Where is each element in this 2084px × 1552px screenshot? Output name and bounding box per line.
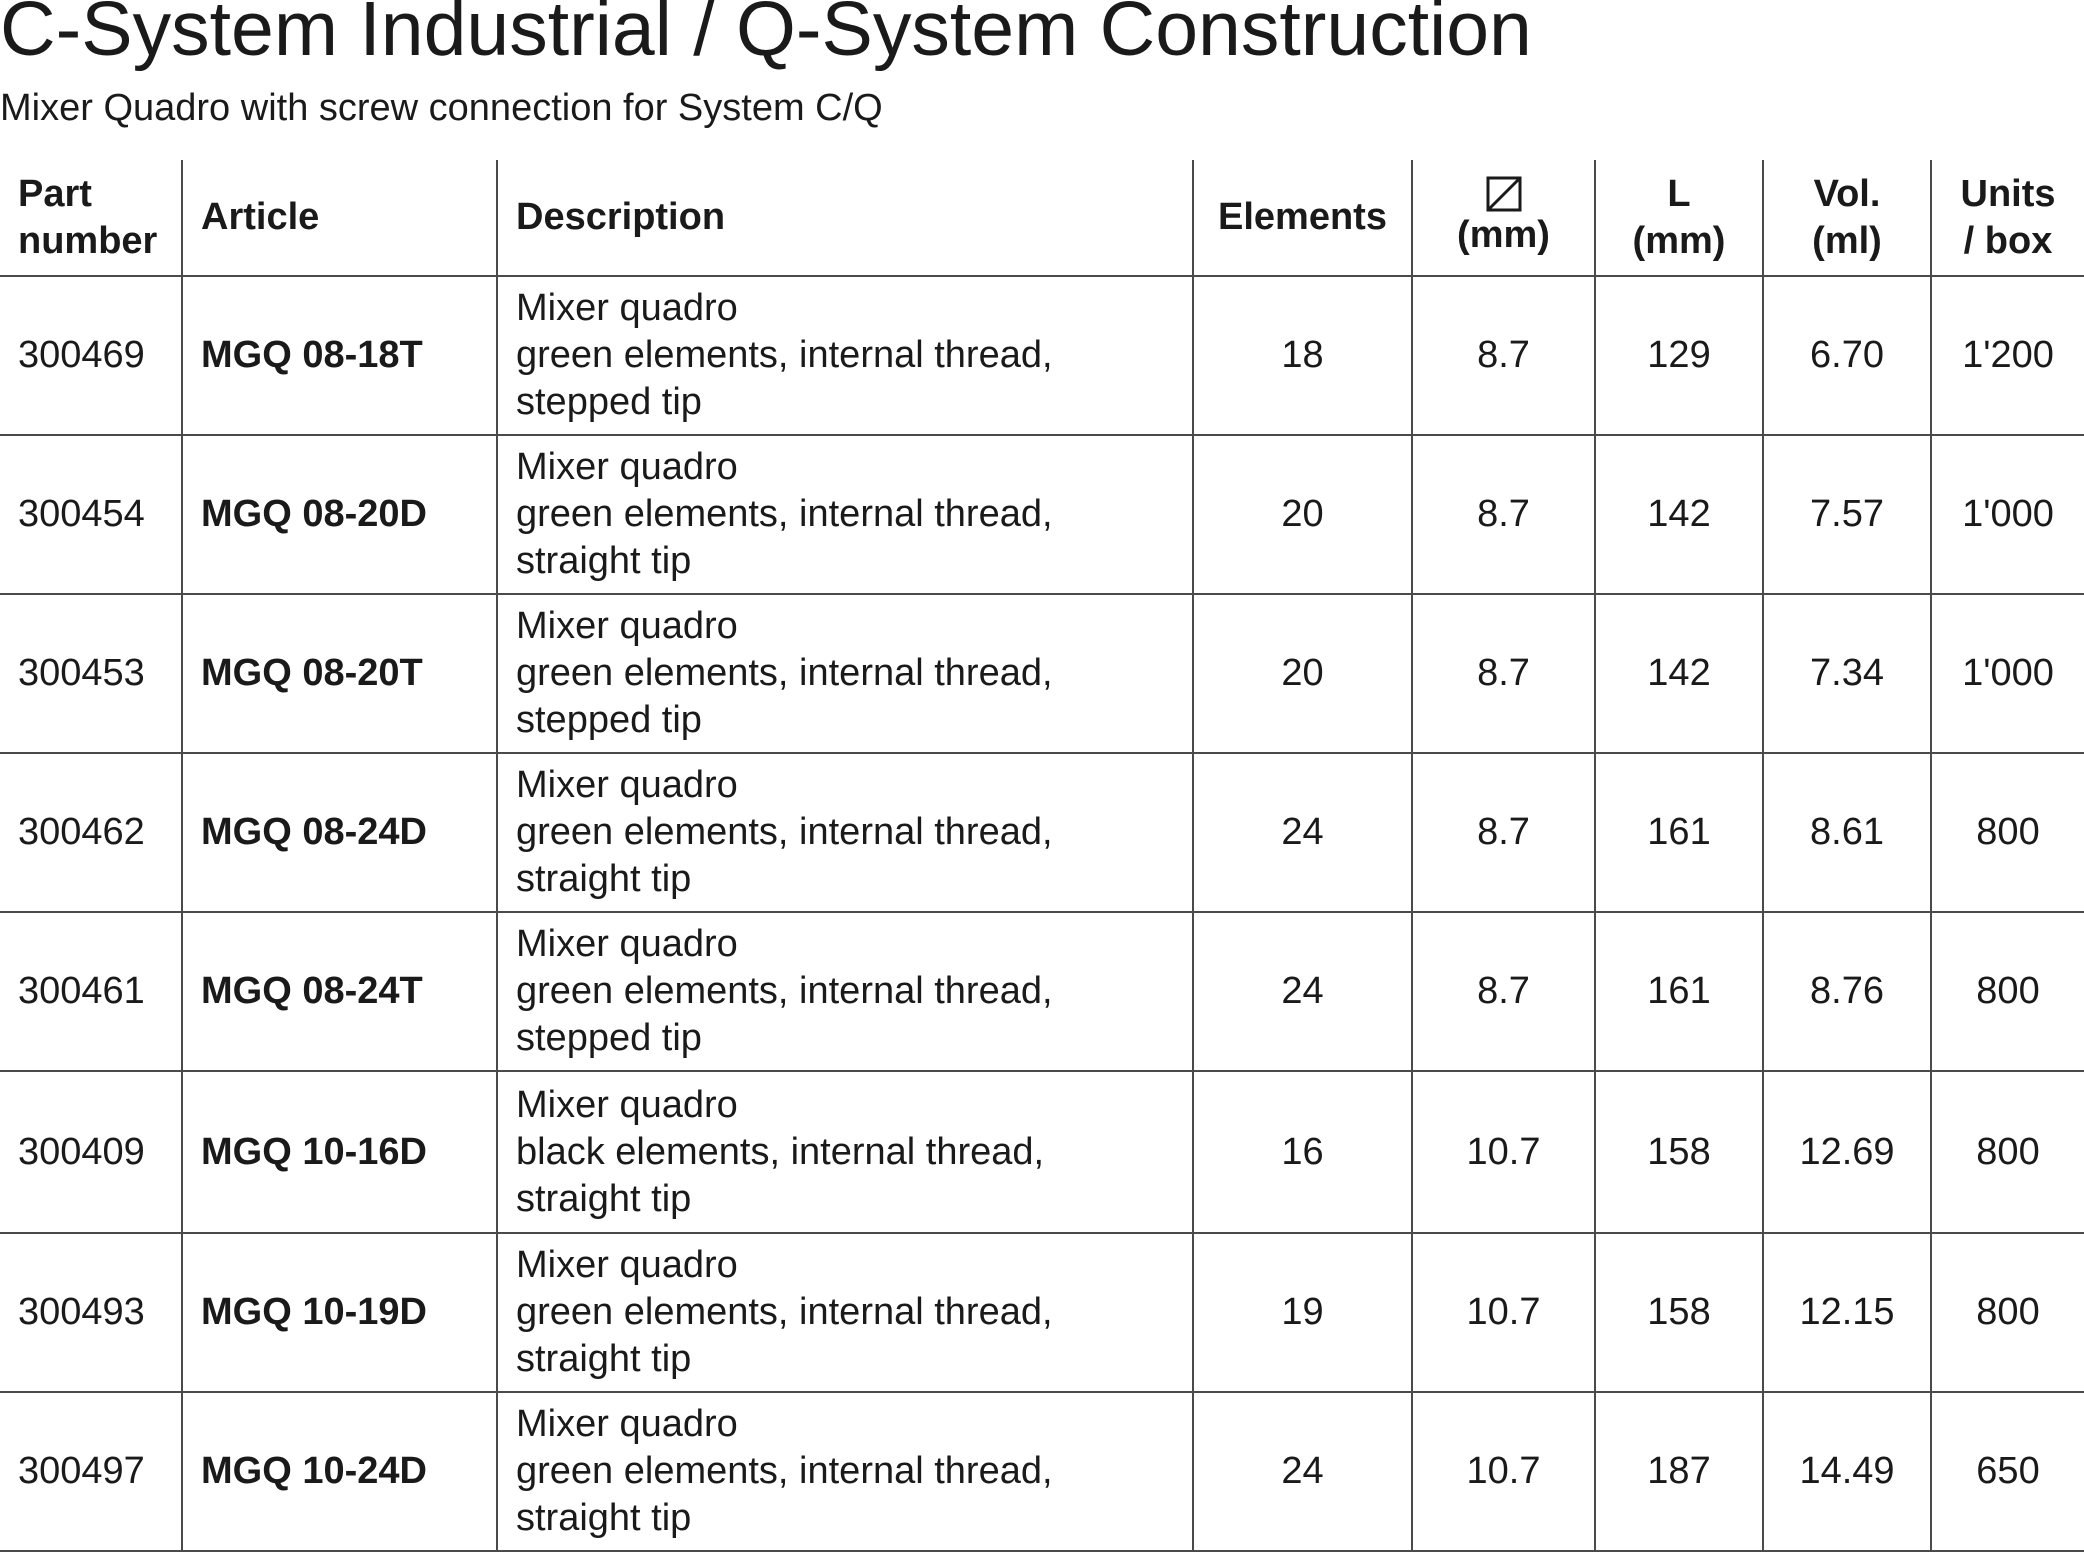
description-cell: Mixer quadro green elements, internal th… [496,593,1194,754]
diameter-cell: 10.7 [1411,1391,1596,1552]
units-box-cell: 650 [1930,1391,2084,1552]
units-box-cell: 1'000 [1930,593,2084,754]
article-cell: MGQ 08-24T [181,911,498,1072]
elements-cell: 24 [1192,752,1413,913]
square-diagonal-icon [1414,176,1593,212]
col-header-length: L (mm) [1594,160,1764,277]
diameter-cell: 8.7 [1411,752,1596,913]
description-cell: Mixer quadro green elements, internal th… [496,275,1194,436]
elements-cell: 18 [1192,275,1413,436]
volume-cell: 8.61 [1762,752,1932,913]
diameter-cell: 8.7 [1411,434,1596,595]
volume-cell: 12.69 [1762,1070,1932,1234]
elements-cell: 24 [1192,911,1413,1072]
length-cell: 187 [1594,1391,1764,1552]
col-header-elements: Elements [1192,160,1413,277]
description-cell: Mixer quadro green elements, internal th… [496,1391,1194,1552]
table-row: 300493 MGQ 10-19D Mixer quadro green ele… [0,1232,2084,1393]
length-cell: 142 [1594,593,1764,754]
volume-cell: 6.70 [1762,275,1932,436]
units-box-cell: 800 [1930,1070,2084,1234]
length-cell: 161 [1594,752,1764,913]
article-cell: MGQ 10-24D [181,1391,498,1552]
col-header-part-number: Part number [0,160,183,277]
table-row: 300453 MGQ 08-20T Mixer quadro green ele… [0,593,2084,754]
units-box-cell: 800 [1930,911,2084,1072]
table-row: 300497 MGQ 10-24D Mixer quadro green ele… [0,1391,2084,1552]
article-cell: MGQ 08-18T [181,275,498,436]
elements-cell: 20 [1192,434,1413,595]
page-title: C-System Industrial / Q-System Construct… [0,0,1532,72]
article-cell: MGQ 10-16D [181,1070,498,1234]
volume-cell: 14.49 [1762,1391,1932,1552]
description-cell: Mixer quadro green elements, internal th… [496,434,1194,595]
part-number-cell: 300409 [0,1070,183,1234]
elements-cell: 24 [1192,1391,1413,1552]
units-box-cell: 800 [1930,1232,2084,1393]
page-subtitle: Mixer Quadro with screw connection for S… [0,87,883,129]
part-number-cell: 300454 [0,434,183,595]
diameter-cell: 8.7 [1411,911,1596,1072]
article-cell: MGQ 08-24D [181,752,498,913]
table-row: 300461 MGQ 08-24T Mixer quadro green ele… [0,911,2084,1072]
col-header-units-box: Units / box [1930,160,2084,277]
table-header-row: Part number Article Description Elements… [0,160,2084,277]
col-header-diameter: (mm) [1411,160,1596,277]
volume-cell: 7.34 [1762,593,1932,754]
length-cell: 142 [1594,434,1764,595]
part-number-cell: 300469 [0,275,183,436]
volume-cell: 7.57 [1762,434,1932,595]
units-box-cell: 1'200 [1930,275,2084,436]
length-cell: 129 [1594,275,1764,436]
part-number-cell: 300497 [0,1391,183,1552]
table-row: 300462 MGQ 08-24D Mixer quadro green ele… [0,752,2084,913]
elements-cell: 19 [1192,1232,1413,1393]
diameter-cell: 10.7 [1411,1232,1596,1393]
volume-cell: 8.76 [1762,911,1932,1072]
col-header-description: Description [496,160,1194,277]
part-number-cell: 300493 [0,1232,183,1393]
description-cell: Mixer quadro green elements, internal th… [496,911,1194,1072]
product-table: Part number Article Description Elements… [0,160,2084,1552]
length-cell: 158 [1594,1070,1764,1234]
description-cell: Mixer quadro green elements, internal th… [496,1232,1194,1393]
diameter-cell: 8.7 [1411,593,1596,754]
article-cell: MGQ 08-20T [181,593,498,754]
units-box-cell: 800 [1930,752,2084,913]
part-number-cell: 300461 [0,911,183,1072]
description-cell: Mixer quadro green elements, internal th… [496,752,1194,913]
units-box-cell: 1'000 [1930,434,2084,595]
diameter-cell: 8.7 [1411,275,1596,436]
table-row: 300454 MGQ 08-20D Mixer quadro green ele… [0,434,2084,595]
length-cell: 158 [1594,1232,1764,1393]
diameter-cell: 10.7 [1411,1070,1596,1234]
col-header-volume: Vol. (ml) [1762,160,1932,277]
table-row: 300469 MGQ 08-18T Mixer quadro green ele… [0,275,2084,436]
table-row: 300409 MGQ 10-16D Mixer quadro black ele… [0,1070,2084,1234]
part-number-cell: 300462 [0,752,183,913]
volume-cell: 12.15 [1762,1232,1932,1393]
article-cell: MGQ 08-20D [181,434,498,595]
elements-cell: 16 [1192,1070,1413,1234]
col-header-article: Article [181,160,498,277]
article-cell: MGQ 10-19D [181,1232,498,1393]
part-number-cell: 300453 [0,593,183,754]
elements-cell: 20 [1192,593,1413,754]
description-cell: Mixer quadro black elements, internal th… [496,1070,1194,1234]
length-cell: 161 [1594,911,1764,1072]
